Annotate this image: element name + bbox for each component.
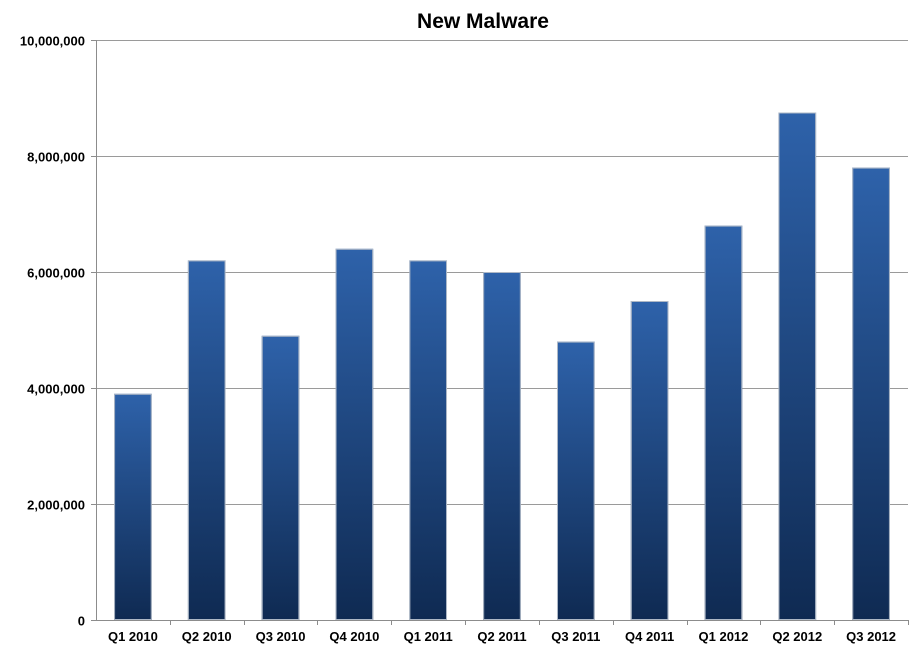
x-tick-label: Q1 2012 — [699, 629, 749, 644]
bar-highlight — [778, 112, 817, 620]
x-tick-label: Q2 2012 — [772, 629, 822, 644]
bar — [630, 301, 669, 620]
bar-highlight — [114, 393, 152, 620]
bar — [261, 335, 300, 620]
x-tick-label: Q4 2010 — [329, 629, 379, 644]
x-tick-label: Q4 2011 — [625, 629, 674, 644]
y-tick-label: 6,000,000 — [27, 266, 85, 281]
x-tick-label: Q1 2011 — [404, 629, 453, 644]
y-axis-tick-labels: 0 2,000,000 4,000,000 6,000,000 8,000,000 10,… — [20, 34, 85, 629]
bar — [187, 260, 226, 620]
bar-highlight — [483, 272, 521, 620]
bar — [409, 260, 448, 620]
bar-highlight — [556, 341, 595, 620]
bar — [704, 225, 743, 620]
y-tick-label: 8,000,000 — [27, 150, 85, 165]
x-tick-label: Q3 2010 — [256, 629, 306, 644]
bar — [556, 341, 595, 620]
x-tick-label: Q1 2010 — [108, 629, 158, 644]
bars — [114, 112, 890, 621]
bar — [114, 393, 152, 620]
y-tick-label: 2,000,000 — [27, 498, 85, 513]
chart-title: New Malware — [417, 10, 549, 33]
bar-highlight — [261, 335, 300, 620]
x-tick-label: Q3 2011 — [551, 629, 600, 644]
bar-highlight — [187, 260, 226, 620]
y-tick-label: 0 — [78, 614, 85, 629]
y-tick-label: 4,000,000 — [27, 382, 85, 397]
x-tick-label: Q2 2011 — [477, 629, 526, 644]
bar — [852, 167, 890, 620]
x-axis-tick-labels: Q1 2010 Q2 2010 Q3 2010 Q4 2010 Q1 2011 Q2 20… — [108, 620, 909, 644]
x-tick-label: Q2 2010 — [182, 629, 232, 644]
bar — [483, 272, 521, 620]
bar-highlight — [409, 260, 448, 620]
y-tick-label: 10,000,000 — [20, 34, 85, 49]
bar — [335, 248, 374, 621]
x-tick-label: Q3 2012 — [846, 629, 896, 644]
bar-highlight — [852, 167, 890, 620]
bar-highlight — [630, 301, 669, 620]
bar — [778, 112, 817, 620]
bar-highlight — [335, 248, 374, 621]
bar-highlight — [704, 225, 743, 620]
